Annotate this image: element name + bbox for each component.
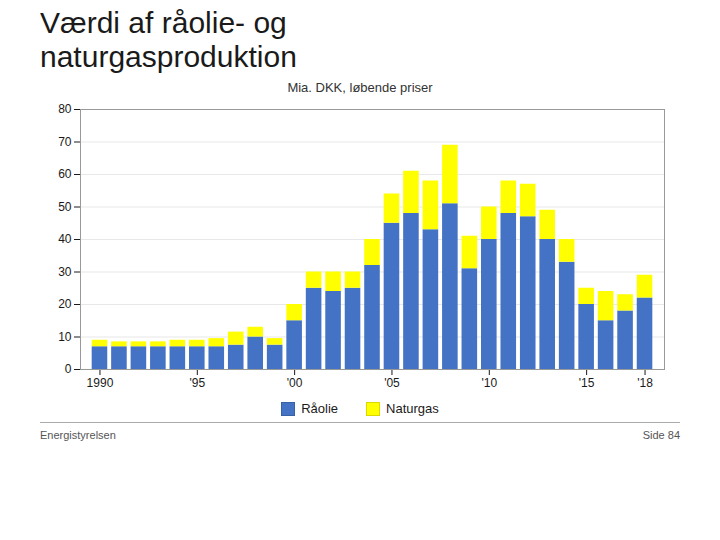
svg-text:'15: '15 <box>579 376 595 390</box>
svg-text:50: 50 <box>58 200 72 214</box>
svg-text:40: 40 <box>58 232 72 246</box>
html-text:Side 84: Side 84 <box>642 429 680 441</box>
html-text:naturgasproduktion: naturgasproduktion <box>40 40 297 73</box>
html-text:Naturgas: Naturgas <box>386 401 439 416</box>
svg-text:1990: 1990 <box>87 376 114 390</box>
svg-text:70: 70 <box>58 135 72 149</box>
svg-text:80: 80 <box>58 102 72 116</box>
svg-text:'05: '05 <box>384 376 400 390</box>
svg-text:10: 10 <box>58 330 72 344</box>
svg-text:'10: '10 <box>481 376 497 390</box>
html-text:Energistyrelsen: Energistyrelsen <box>40 429 116 441</box>
svg-text:30: 30 <box>58 265 72 279</box>
html-text:Mia. DKK, løbende priser: Mia. DKK, løbende priser <box>287 80 433 95</box>
svg-text:20: 20 <box>58 297 72 311</box>
svg-text:60: 60 <box>58 167 72 181</box>
svg-text:'18: '18 <box>637 376 653 390</box>
html-text:Værdi af råolie- og: Værdi af råolie- og <box>40 6 287 39</box>
svg-text:0: 0 <box>65 362 72 376</box>
svg-text:'00: '00 <box>287 376 303 390</box>
svg-text:'95: '95 <box>189 376 205 390</box>
html-text:Råolie: Råolie <box>301 401 338 416</box>
